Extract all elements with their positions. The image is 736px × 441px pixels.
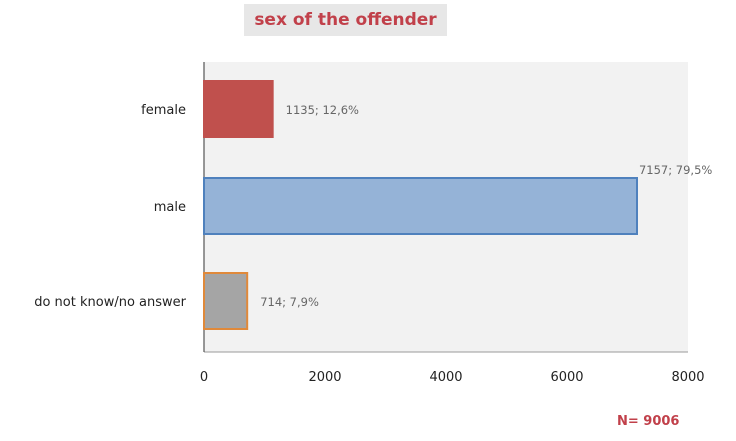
data-label-0: 1135; 12,6% bbox=[286, 103, 359, 117]
x-tick-label-2: 4000 bbox=[429, 370, 462, 385]
chart-title-box: sex of the offender bbox=[244, 4, 447, 36]
x-tick-label-4: 8000 bbox=[671, 370, 704, 385]
data-label-2: 714; 7,9% bbox=[260, 295, 319, 309]
sample-size-note: N= 9006 bbox=[617, 414, 680, 429]
bar-0 bbox=[203, 80, 274, 138]
bar-2 bbox=[203, 272, 249, 330]
data-label-1: 7157; 79,5% bbox=[639, 163, 712, 177]
chart-marks: female 1135; 12,6% male 7157; 79,5% do not k… bbox=[34, 80, 712, 385]
y-tick-label-0: female bbox=[141, 103, 186, 118]
x-tick-label-3: 6000 bbox=[550, 370, 583, 385]
x-tick-label-1: 2000 bbox=[308, 370, 341, 385]
chart-title: sex of the offender bbox=[254, 10, 437, 30]
x-tick-label-0: 0 bbox=[200, 370, 208, 385]
bar-1 bbox=[203, 177, 638, 235]
y-tick-label-1: male bbox=[154, 200, 186, 215]
y-tick-label-2: do not know/no answer bbox=[34, 295, 186, 310]
